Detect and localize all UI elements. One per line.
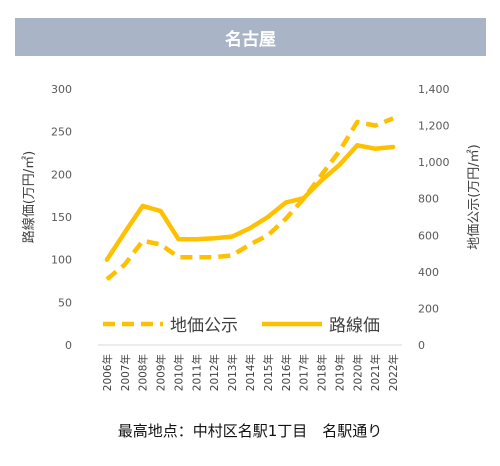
x-tick-label: 2007年 xyxy=(119,354,132,391)
right-tick-label: 600 xyxy=(418,229,439,242)
right-tick-label: 1,200 xyxy=(418,120,450,133)
x-tick-label: 2015年 xyxy=(262,354,275,391)
right-tick-label: 200 xyxy=(418,302,439,315)
x-tick-label: 2022年 xyxy=(387,354,400,391)
x-tick-label: 2019年 xyxy=(333,354,346,391)
legend-label: 地価公示 xyxy=(170,316,238,336)
right-tick-label: 0 xyxy=(418,339,425,352)
x-tick-label: 2016年 xyxy=(280,354,293,391)
right-tick-label: 400 xyxy=(418,266,439,279)
series-rosenka-line xyxy=(104,143,396,262)
x-tick-label: 2017年 xyxy=(298,354,311,391)
series-chika-koji-line xyxy=(105,116,394,281)
x-tick-label: 2010年 xyxy=(172,354,185,391)
left-tick-label: 0 xyxy=(65,339,72,352)
chart-title: 名古屋 xyxy=(15,18,486,56)
x-tick-label: 2009年 xyxy=(155,354,168,391)
series-layer xyxy=(104,116,396,281)
x-tick-label: 2013年 xyxy=(226,354,239,391)
right-tick-label: 1,400 xyxy=(418,83,450,96)
x-tick-label: 2020年 xyxy=(351,354,364,391)
x-tick-label: 2008年 xyxy=(137,354,150,391)
right-tick-label: 1,000 xyxy=(418,156,450,169)
legend: 地価公示 路線価 xyxy=(103,316,380,336)
right-axis-label: 地価公示(万円/㎡) xyxy=(467,144,482,250)
left-tick-label: 100 xyxy=(51,254,72,267)
right-axis-ticks: 1,400 1,200 1,000 800 600 400 200 0 xyxy=(418,83,450,352)
left-axis-label: 路線価(万円/㎡) xyxy=(21,151,37,244)
x-axis-ticks: 2006年 2007年 2008年 2009年 2010年 2011年 2012年 2013年… xyxy=(101,354,400,391)
x-tick-label: 2018年 xyxy=(316,354,329,391)
left-tick-label: 300 xyxy=(51,83,72,96)
caption: 最高地点：中村区名駅1丁目 名駅通り xyxy=(117,422,383,440)
x-tick-label: 2006年 xyxy=(101,354,114,391)
legend-label: 路線価 xyxy=(329,316,380,336)
left-tick-label: 150 xyxy=(51,211,72,224)
x-tick-label: 2012年 xyxy=(208,354,221,391)
left-axis-ticks: 300 250 200 150 100 50 0 xyxy=(51,83,72,352)
left-tick-label: 250 xyxy=(51,126,72,139)
x-tick-label: 2011年 xyxy=(190,354,203,391)
left-tick-label: 200 xyxy=(51,168,72,181)
x-tick-label: 2014年 xyxy=(244,354,257,391)
right-tick-label: 800 xyxy=(418,193,439,206)
left-tick-label: 50 xyxy=(58,296,72,309)
x-tick-label: 2021年 xyxy=(369,354,382,391)
